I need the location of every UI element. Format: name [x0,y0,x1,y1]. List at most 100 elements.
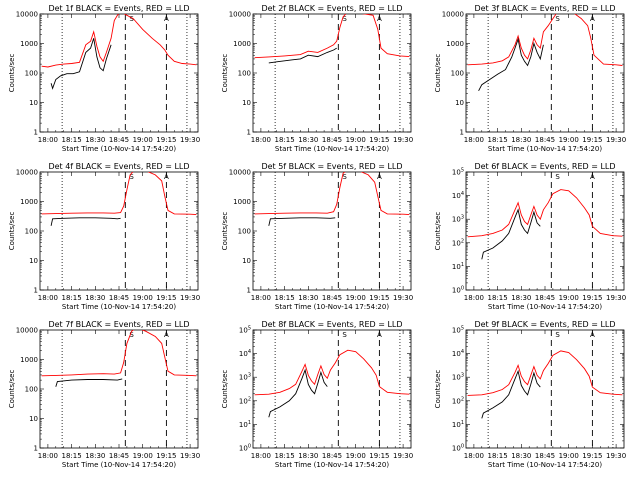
plot-frame [39,13,199,133]
series-group [41,330,197,387]
x-axis-label: Start Time (10-Nov-14 17:54:20) [488,303,602,311]
y-tick-label: 10 [455,99,464,107]
panel-det-9: Det 9f BLACK = Events, RED = LLD 100 101 10… [434,320,626,469]
plot-frame [252,329,412,449]
series-events-line [268,217,336,226]
marker-a: A [590,331,595,339]
y-tick-label: 105 [239,326,251,335]
series-events-line [481,369,541,419]
series-group [467,189,623,260]
panel-det-7: Det 7f BLACK = Events, RED = LLD 1 10 100 10… [8,320,200,469]
x-tick-label: 19:30 [393,294,413,302]
x-tick-label: 19:00 [133,294,153,302]
y-tick-label: 100 [452,444,464,453]
y-tick-label: 1 [247,287,251,295]
x-tick-label: 18:45 [109,452,129,460]
x-tick-label: 19:15 [156,452,176,460]
panel-title: Det 5f BLACK = Events, RED = LLD [261,162,402,171]
y-tick-label: 105 [452,168,464,177]
x-tick-label: 18:30 [511,136,531,144]
x-tick-label: 18:00 [251,136,271,144]
series-group [254,172,410,226]
y-tick-label: 101 [239,420,251,429]
marker-a: A [164,331,169,339]
y-tick-label: 1 [34,129,38,137]
x-axis-label: Start Time (10-Nov-14 17:54:20) [62,303,176,311]
y-axis-label: Counts/sec [221,370,229,409]
y-tick-label: 103 [452,373,464,382]
series-events-line [50,217,121,226]
marker-s: S [129,15,134,23]
x-tick-label: 18:00 [251,294,271,302]
y-tick-label: 103 [239,373,251,382]
x-tick-label: 19:15 [582,294,602,302]
x-tick-label: 18:30 [511,452,531,460]
y-tick-label: 104 [452,349,464,358]
y-tick-label: 10000 [16,327,38,335]
x-tick-label: 18:00 [464,294,484,302]
panel-title: Det 8f BLACK = Events, RED = LLD [261,320,402,329]
x-tick-label: 19:30 [606,294,626,302]
plot-frame [465,329,625,449]
x-tick-label: 19:00 [346,294,366,302]
x-tick-label: 19:00 [559,452,579,460]
marker-s: S [129,331,134,339]
x-tick-label: 19:30 [180,294,200,302]
series-lld-line [254,172,410,216]
x-tick-label: 18:15 [488,136,508,144]
marker-s: S [555,15,560,23]
y-tick-label: 101 [452,262,464,271]
series-events-line [55,378,123,387]
series-group [254,349,410,418]
panel-title: Det 7f BLACK = Events, RED = LLD [48,320,189,329]
y-axis-label: Counts/sec [221,54,229,93]
y-tick-label: 1000 [233,198,251,206]
x-tick-label: 18:45 [535,294,555,302]
marker-s: S [555,173,560,181]
x-tick-label: 18:45 [535,136,555,144]
panel-det-3: Det 3f BLACK = Events, RED = LLD 1 10 100 10… [434,4,626,153]
marker-a: A [164,15,169,23]
panel-det-2: Det 2f BLACK = Events, RED = LLD 1 10 100 10… [221,4,413,153]
x-tick-label: 18:30 [85,136,105,144]
x-tick-label: 19:30 [393,136,413,144]
y-tick-label: 10 [29,415,38,423]
y-tick-label: 1 [34,445,38,453]
y-tick-label: 100 [451,70,464,78]
marker-s: S [129,173,134,181]
plot-frame [465,13,625,133]
series-events-line [481,208,541,260]
x-axis-label: Start Time (10-Nov-14 17:54:20) [275,145,389,153]
x-tick-label: 19:30 [180,136,200,144]
y-tick-label: 1000 [446,40,464,48]
y-axis-label: Counts/sec [434,54,442,93]
x-tick-label: 19:00 [346,136,366,144]
x-tick-label: 19:00 [133,452,153,460]
series-group [467,14,623,92]
y-tick-label: 100 [238,70,251,78]
y-axis-label: Counts/sec [434,370,442,409]
y-tick-label: 100 [239,444,251,453]
y-tick-label: 100 [25,70,38,78]
x-tick-label: 19:30 [393,452,413,460]
x-tick-label: 19:00 [559,136,579,144]
y-tick-label: 104 [452,191,464,200]
marker-s: S [342,331,347,339]
x-tick-label: 19:30 [606,136,626,144]
series-group [254,14,410,64]
panel-det-4: Det 4f BLACK = Events, RED = LLD 1 10 100 10… [8,162,200,311]
x-axis-label: Start Time (10-Nov-14 17:54:20) [62,461,176,469]
plot-frame [252,171,412,291]
plot-frame [39,329,199,449]
x-tick-label: 18:15 [275,136,295,144]
y-axis-label: Counts/sec [221,212,229,251]
series-lld-line [41,14,197,68]
panel-det-5: Det 5f BLACK = Events, RED = LLD 1 10 100 10… [221,162,413,311]
marker-a: A [590,15,595,23]
series-events-line [478,37,544,92]
x-tick-label: 18:45 [322,452,342,460]
y-tick-label: 10 [242,257,251,265]
plot-frame [465,171,625,291]
x-tick-label: 18:15 [62,294,82,302]
